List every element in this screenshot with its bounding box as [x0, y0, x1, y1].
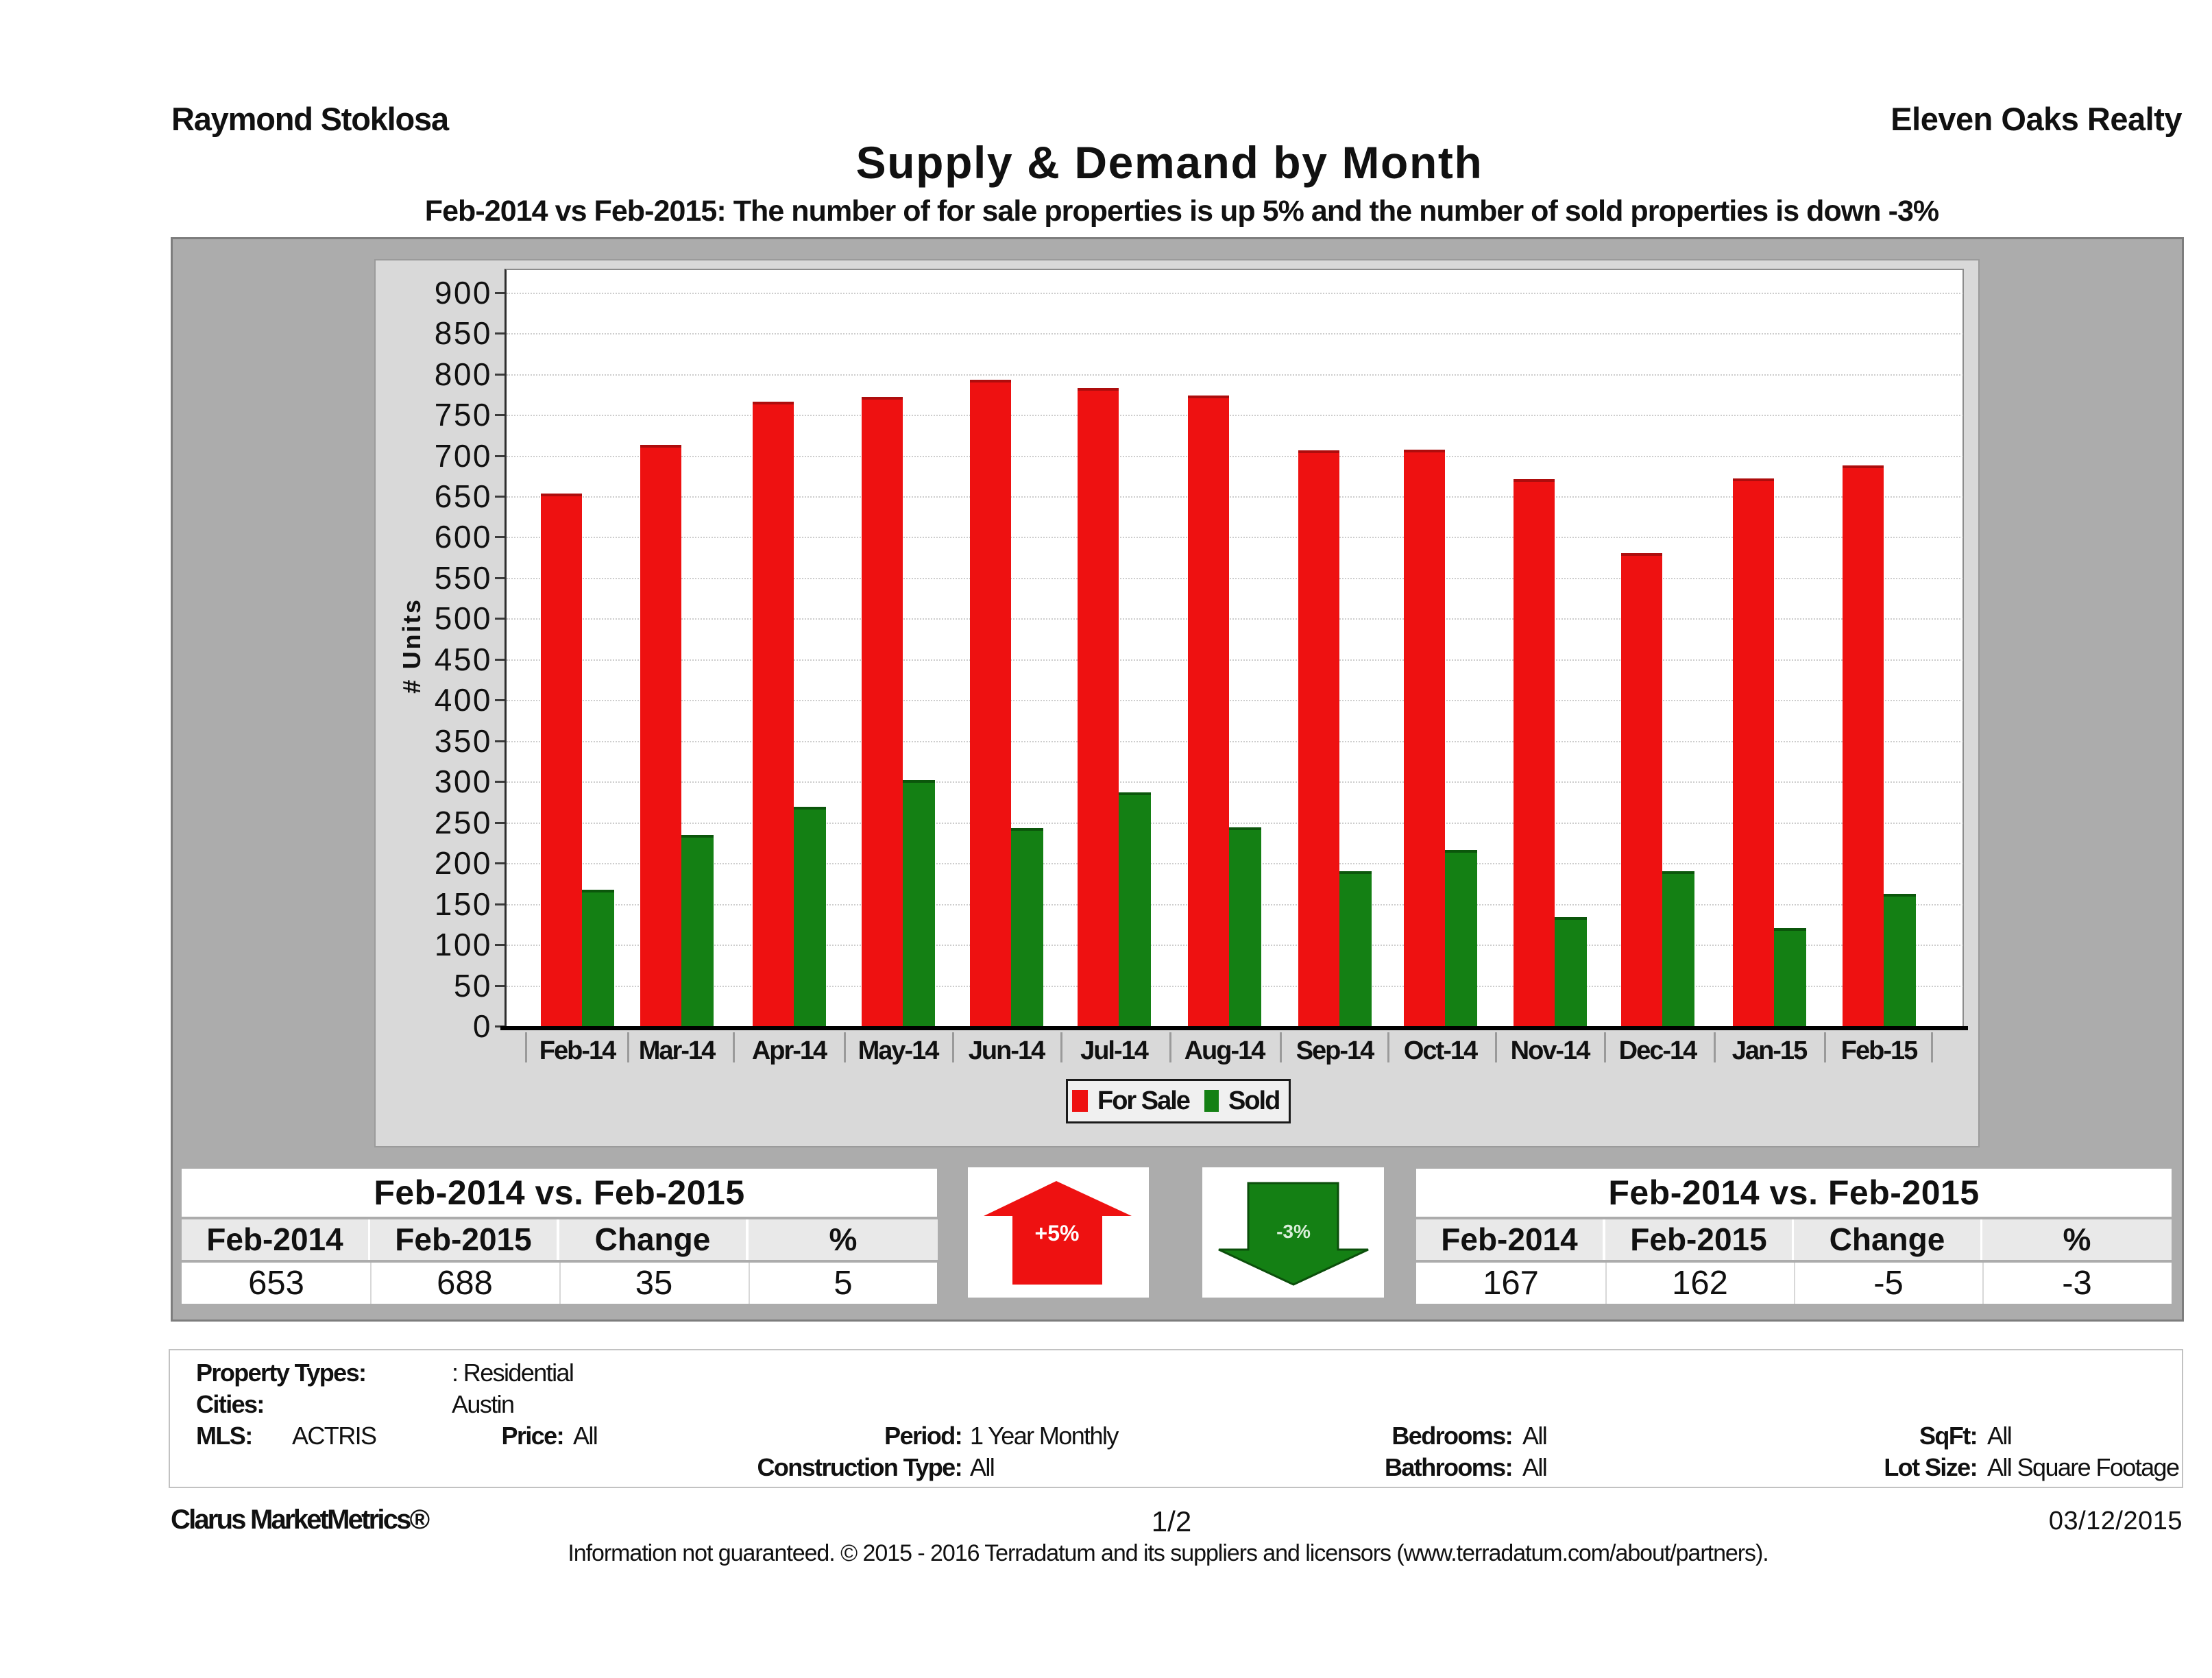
svg-text:-3%: -3% [1276, 1221, 1311, 1242]
svg-text:+5%: +5% [1035, 1221, 1080, 1245]
